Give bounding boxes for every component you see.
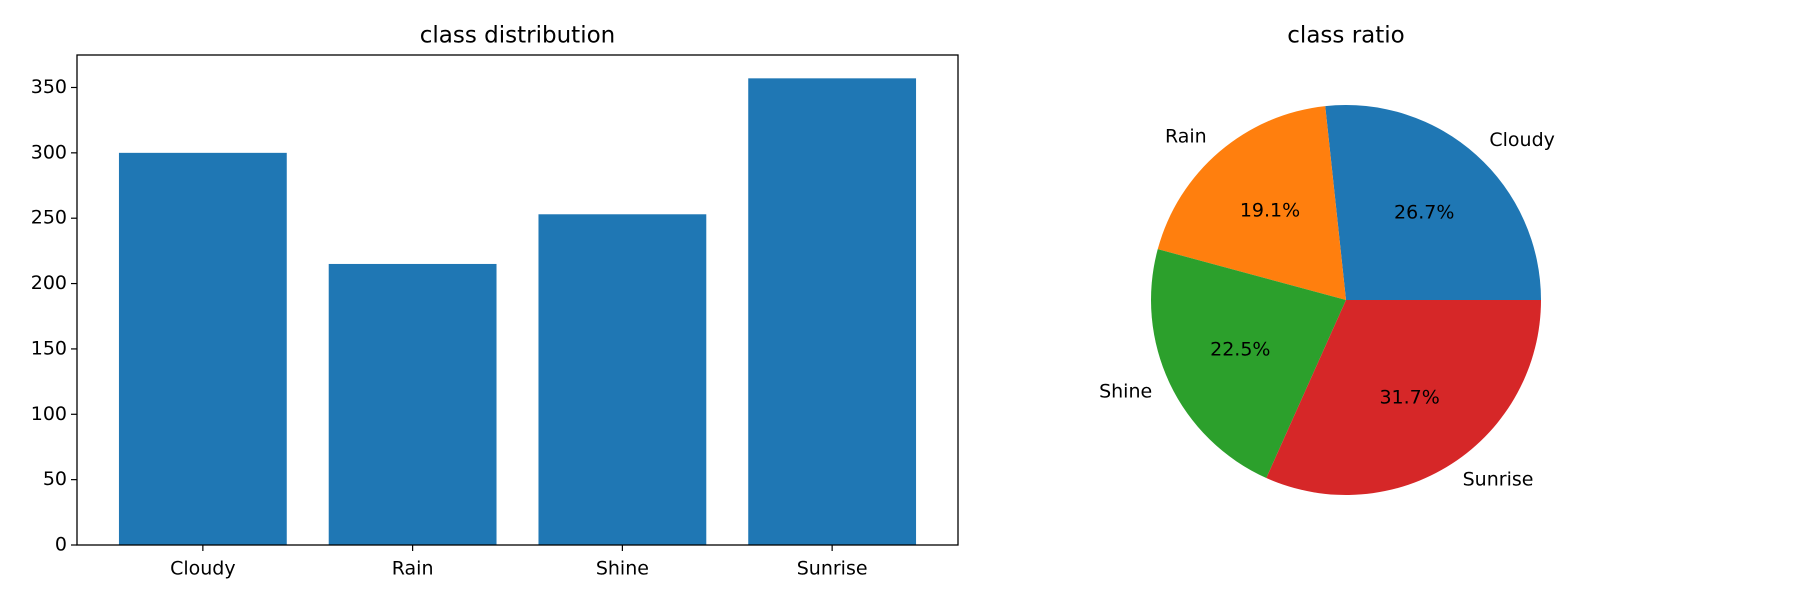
slice-label: Rain [1165,125,1207,147]
pie-slice [1157,106,1346,300]
pie-slice [1151,249,1346,478]
bar [538,214,707,545]
pie-slice [1266,300,1541,495]
chart-title: class ratio [1287,23,1404,49]
percent-label: 26.7% [1394,201,1454,223]
axes-frame [76,54,959,546]
slice-label: Cloudy [1489,129,1555,151]
slice-label: Sunrise [1463,469,1534,491]
chart-title: class distribution [420,23,615,49]
x-tick-label: Rain [392,558,434,580]
y-tick-label: 100 [31,403,67,425]
slice-label: Shine [1099,380,1152,402]
percent-label: 19.1% [1240,200,1300,222]
x-tick-label: Shine [596,558,649,580]
y-tick-label: 50 [43,468,67,490]
bar [328,263,497,545]
bar [748,78,917,545]
percent-label: 22.5% [1210,339,1270,361]
percent-label: 31.7% [1379,387,1439,409]
pie-slice [1325,104,1541,300]
x-tick-label: Sunrise [797,558,868,580]
y-tick-label: 250 [31,207,67,229]
y-tick-label: 300 [31,141,67,163]
x-tick-label: Cloudy [170,558,236,580]
bar [118,152,287,545]
y-tick-label: 200 [31,272,67,294]
y-tick-label: 350 [31,76,67,98]
y-tick-label: 0 [55,534,67,556]
y-tick-label: 150 [31,337,67,359]
